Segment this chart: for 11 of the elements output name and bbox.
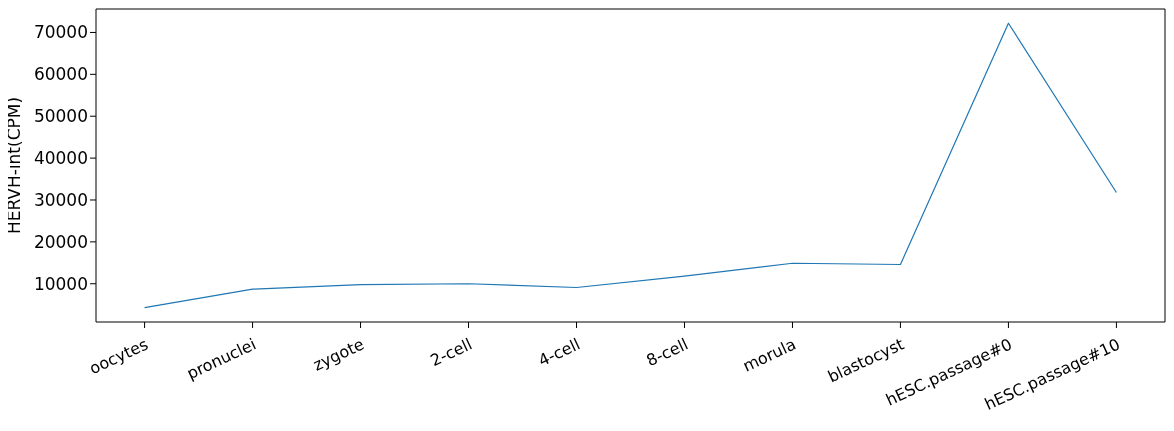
line-series — [143, 22, 1118, 309]
y-tick-label: 40000 — [33, 148, 88, 169]
y-tick-label: 30000 — [33, 190, 88, 211]
y-tick-label: 70000 — [33, 22, 88, 43]
y-tick-label: 20000 — [33, 231, 88, 252]
y-tick-label: 60000 — [33, 64, 88, 85]
y-tick-label: 10000 — [33, 273, 88, 294]
y-axis-title: HERVH-int(CPM) — [4, 96, 25, 235]
x-tick-label: 8-cell — [643, 334, 691, 371]
x-tick-label: 4-cell — [535, 334, 583, 371]
y-tick-label: 50000 — [33, 106, 88, 127]
